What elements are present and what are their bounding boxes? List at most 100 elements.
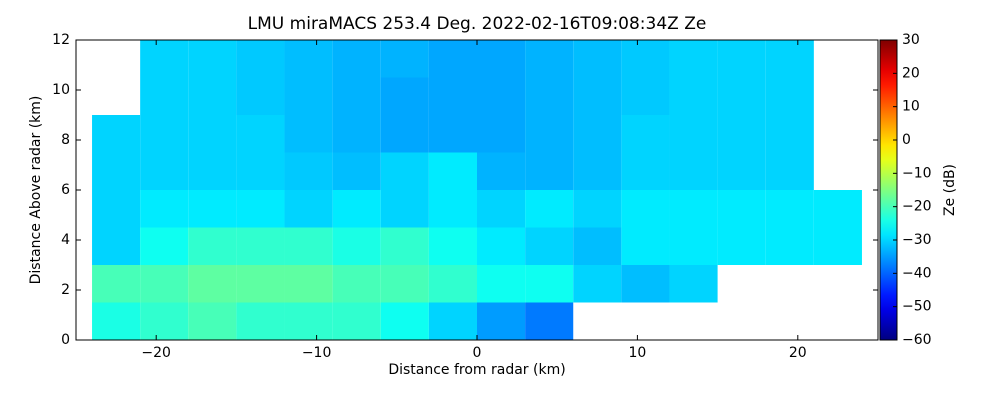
heatmap-cell bbox=[525, 265, 574, 303]
heatmap-cell bbox=[621, 227, 670, 265]
heatmap-cell bbox=[477, 265, 526, 303]
heatmap-cell bbox=[717, 77, 766, 115]
heatmap-cell bbox=[332, 152, 381, 190]
heatmap-cell bbox=[717, 190, 766, 228]
heatmap-cell bbox=[621, 190, 670, 228]
heatmap-cell bbox=[573, 152, 622, 190]
heatmap-cell bbox=[380, 115, 429, 153]
heatmap-cell bbox=[669, 152, 718, 190]
heatmap-cell bbox=[92, 115, 141, 153]
heatmap-cell bbox=[669, 77, 718, 115]
y-axis-label: Distance Above radar (km) bbox=[28, 96, 44, 285]
heatmap-cell bbox=[332, 40, 381, 78]
heatmap-cell bbox=[765, 77, 814, 115]
heatmap-cell bbox=[765, 115, 814, 153]
heatmap-cell bbox=[284, 77, 333, 115]
heatmap-cell bbox=[428, 115, 477, 153]
heatmap-cell bbox=[332, 77, 381, 115]
heatmap-cell bbox=[140, 190, 189, 228]
heatmap-cell bbox=[525, 40, 574, 78]
colorbar-tick-label: 30 bbox=[902, 32, 920, 48]
heatmap-cell bbox=[477, 152, 526, 190]
heatmap-cell bbox=[525, 302, 574, 340]
heatmap-cell bbox=[477, 40, 526, 78]
colorbar-label: Ze (dB) bbox=[942, 164, 958, 216]
heatmap-cell bbox=[92, 152, 141, 190]
heatmap-cell bbox=[717, 227, 766, 265]
heatmap-cell bbox=[236, 302, 285, 340]
heatmap-cell bbox=[380, 77, 429, 115]
heatmap-cell bbox=[236, 40, 285, 78]
heatmap-cell bbox=[188, 190, 237, 228]
heatmap-cell bbox=[477, 115, 526, 153]
colorbar-tick-label: −10 bbox=[902, 165, 932, 181]
heatmap-cell bbox=[525, 227, 574, 265]
heatmap-cell bbox=[92, 227, 141, 265]
y-tick-label: 10 bbox=[52, 82, 70, 98]
heatmap-cell bbox=[284, 115, 333, 153]
heatmap-cells bbox=[92, 40, 862, 340]
heatmap-cell bbox=[332, 115, 381, 153]
heatmap-cell bbox=[188, 40, 237, 78]
heatmap-cell bbox=[140, 152, 189, 190]
heatmap-cell bbox=[765, 40, 814, 78]
heatmap-cell bbox=[236, 190, 285, 228]
heatmap-cell bbox=[621, 40, 670, 78]
heatmap-cell bbox=[284, 40, 333, 78]
colorbar bbox=[879, 39, 898, 341]
heatmap-cell bbox=[236, 227, 285, 265]
y-tick-label: 12 bbox=[52, 32, 70, 48]
heatmap-cell bbox=[428, 265, 477, 303]
colorbar-tick-label: 20 bbox=[902, 65, 920, 81]
heatmap-cell bbox=[332, 227, 381, 265]
heatmap-cell bbox=[236, 77, 285, 115]
x-tick-label: 0 bbox=[473, 345, 482, 361]
heatmap-cell bbox=[669, 227, 718, 265]
heatmap-cell bbox=[380, 227, 429, 265]
heatmap-cell bbox=[188, 302, 237, 340]
heatmap-cell bbox=[380, 302, 429, 340]
heatmap-cell bbox=[188, 77, 237, 115]
heatmap-cell bbox=[140, 227, 189, 265]
heatmap-cell bbox=[573, 40, 622, 78]
heatmap-cell bbox=[525, 190, 574, 228]
heatmap-cell bbox=[428, 302, 477, 340]
heatmap-cell bbox=[236, 265, 285, 303]
heatmap-cell bbox=[332, 190, 381, 228]
heatmap-cell bbox=[284, 190, 333, 228]
colorbar-tick-label: −40 bbox=[902, 265, 932, 281]
heatmap-cell bbox=[525, 77, 574, 115]
heatmap-cell bbox=[140, 265, 189, 303]
heatmap-cell bbox=[669, 40, 718, 78]
heatmap-cell bbox=[621, 115, 670, 153]
heatmap-cell bbox=[140, 302, 189, 340]
heatmap-cell bbox=[573, 190, 622, 228]
heatmap-cell bbox=[284, 265, 333, 303]
heatmap-cell bbox=[140, 77, 189, 115]
heatmap-cell bbox=[188, 227, 237, 265]
heatmap-cell bbox=[140, 115, 189, 153]
heatmap-cell bbox=[140, 40, 189, 78]
y-tick-label: 8 bbox=[61, 132, 70, 148]
heatmap-cell bbox=[477, 190, 526, 228]
heatmap-cell bbox=[573, 265, 622, 303]
heatmap-cell bbox=[428, 190, 477, 228]
colorbar-tick-label: −60 bbox=[902, 332, 932, 348]
heatmap-cell bbox=[573, 115, 622, 153]
heatmap-cell bbox=[428, 152, 477, 190]
heatmap-cell bbox=[236, 152, 285, 190]
heatmap-cell bbox=[717, 40, 766, 78]
heatmap-cell bbox=[717, 115, 766, 153]
y-tick-label: 6 bbox=[61, 182, 70, 198]
heatmap-cell bbox=[92, 190, 141, 228]
heatmap-cell bbox=[477, 227, 526, 265]
heatmap-cell bbox=[92, 302, 141, 340]
heatmap-cell bbox=[573, 77, 622, 115]
x-tick-label: 10 bbox=[628, 345, 646, 361]
heatmap-cell bbox=[236, 115, 285, 153]
heatmap-cell bbox=[477, 77, 526, 115]
heatmap-cell bbox=[717, 152, 766, 190]
heatmap-cell bbox=[380, 190, 429, 228]
colorbar-tick-label: 10 bbox=[902, 99, 920, 115]
